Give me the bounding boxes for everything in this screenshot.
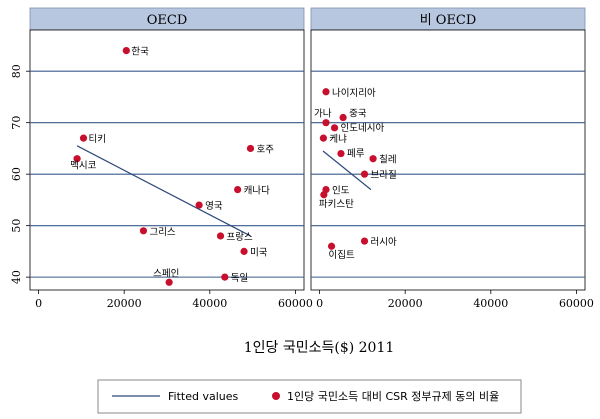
point-label: 독일 — [231, 273, 248, 284]
y-tick-label: 40 — [10, 270, 23, 284]
panel-title: OECD — [147, 13, 188, 28]
point-label: 그리스 — [149, 227, 175, 238]
data-point — [322, 88, 330, 96]
x-tick-label: 0 — [316, 297, 323, 310]
data-point — [221, 273, 229, 281]
plot-area — [310, 29, 586, 291]
data-point — [319, 134, 328, 142]
point-label: 영국 — [205, 201, 223, 212]
y-tick-label: 70 — [10, 116, 23, 130]
y-tick-label: 60 — [10, 167, 23, 181]
x-tick-label: 40000 — [473, 297, 508, 310]
x-tick-label: 20000 — [388, 297, 423, 310]
x-tick-label: 40000 — [192, 297, 227, 310]
point-label: 가나 — [314, 109, 332, 120]
point-label: 케냐 — [329, 134, 347, 145]
data-point — [330, 124, 339, 132]
point-label: 한국 — [131, 47, 149, 58]
data-point — [234, 186, 242, 194]
data-point — [246, 144, 255, 153]
data-point — [360, 237, 369, 245]
point-label: 멕시코 — [70, 161, 96, 172]
data-point — [122, 46, 130, 55]
data-point — [369, 155, 377, 163]
data-point — [360, 170, 369, 178]
panel-title: 비 OECD — [420, 13, 477, 28]
point-label: 미국 — [250, 247, 268, 258]
data-point — [320, 191, 328, 199]
data-point — [79, 134, 88, 142]
point-label: 칠레 — [379, 155, 396, 166]
point-label: 티키 — [89, 134, 106, 145]
point-label: 호주 — [256, 144, 274, 155]
legend-box — [97, 379, 522, 414]
point-label: 중국 — [349, 109, 367, 120]
legend-fit-label: Fitted values — [168, 390, 239, 403]
data-point — [195, 201, 203, 209]
point-label: 인도네시아 — [341, 123, 385, 134]
point-label: 이집트 — [329, 249, 355, 261]
data-point — [139, 227, 148, 235]
point-label: 나이지리아 — [332, 88, 376, 99]
data-point — [322, 119, 330, 127]
point-label: 러시아 — [371, 237, 397, 248]
data-point — [216, 232, 225, 240]
data-point — [240, 247, 248, 255]
x-tick-label: 20000 — [107, 297, 142, 310]
legend: Fitted values 1인당 국민소득 대비 CSR 정부규제 동의 비율 — [97, 379, 522, 414]
fitted-line — [76, 145, 251, 237]
point-label: 페루 — [347, 149, 365, 160]
y-tick-label: 50 — [10, 219, 23, 233]
point-label: 브라질 — [371, 169, 397, 181]
x-tick-label: 0 — [35, 297, 42, 310]
x-tick-label: 60000 — [278, 297, 313, 310]
x-axis-label: 1인당 국민소득($) 2011 — [244, 340, 395, 356]
point-label: 스페인 — [153, 268, 179, 279]
data-point — [165, 278, 173, 286]
point-label: 파키스탄 — [319, 199, 354, 210]
fitted-line — [322, 150, 372, 191]
data-point — [73, 155, 81, 163]
data-point — [327, 242, 336, 250]
legend-point-label: 1인당 국민소득 대비 CSR 정부규제 동의 비율 — [287, 390, 499, 403]
point-label: 캐나다 — [244, 186, 270, 197]
x-tick-label: 60000 — [559, 297, 594, 310]
data-point — [337, 149, 345, 158]
point-label: 프랑스 — [227, 231, 253, 243]
point-label: 인도 — [332, 186, 350, 197]
data-point — [339, 113, 347, 122]
legend-point-swatch — [272, 392, 280, 400]
y-tick-label: 80 — [10, 64, 23, 78]
